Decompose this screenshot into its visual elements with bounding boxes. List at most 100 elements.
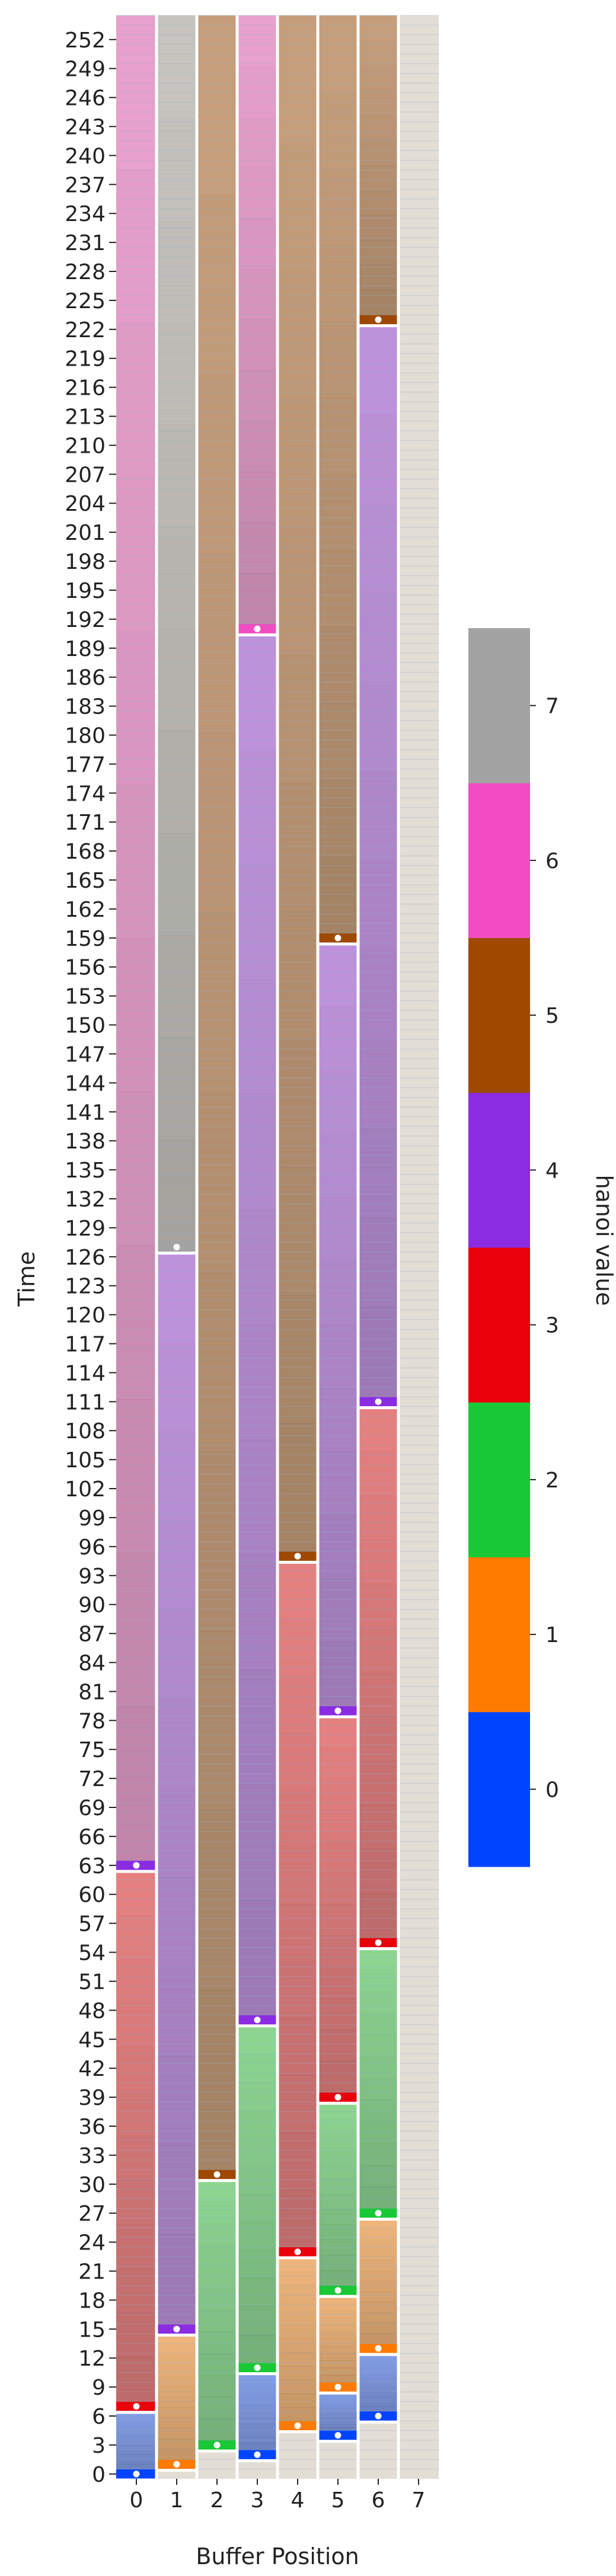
segment-shade [116,1553,157,1707]
segment-shade [157,2355,197,2366]
segment-shade [358,2270,398,2281]
segment-shade [237,218,277,270]
segment-shade [157,2417,197,2428]
y-tick-label: 108 [65,1419,106,1444]
segment-shade [318,2353,358,2361]
segment-shade [116,1092,157,1246]
segment-shade [197,553,237,734]
segment-shade [358,1849,398,1894]
segment-shade [197,2418,237,2441]
segment-shade [277,271,318,400]
change-point-dot [294,2422,301,2429]
y-tick-label: 171 [65,811,106,835]
y-tick-label: 21 [78,2260,106,2284]
segment-bg-11 [157,15,197,1243]
segment-cell-c4-v1 [277,2257,318,2421]
segment-shade [197,1810,237,1991]
segment-shade [318,2338,358,2347]
segment-shade [197,195,237,375]
segment-shade [358,1716,398,1761]
segment-shade [157,1520,197,1610]
x-tick-label: 0 [130,2488,143,2513]
y-tick-label: 153 [65,985,106,1009]
y-tick-label: 90 [78,1593,106,1618]
change-point-dot [213,2441,221,2449]
segment-shade [197,1092,237,1273]
segment-bg-43 [358,2353,398,2411]
segment-cell-c1-v1 [157,2334,197,2460]
segment-shade [318,2417,358,2421]
segment-shade [318,2224,358,2241]
y-tick-label: 135 [65,1159,106,1183]
segment-shade [157,1140,197,1243]
segment-shade [318,2427,358,2431]
y-tick-label: 18 [78,2289,106,2313]
segment-shade [237,2437,277,2444]
y-tick-label: 99 [78,1506,106,1531]
segment-shade [358,681,398,772]
segment-shade [318,1070,358,1134]
y-tick-label: 147 [65,1042,106,1067]
segment-cell-c5-v1 [318,2295,358,2382]
y-tick-label: 81 [78,1680,106,1704]
y-tick-label: 243 [65,115,106,139]
y-tick-label: 96 [78,1535,106,1560]
segment-shade [277,1167,318,1296]
segment-shade [197,1451,237,1632]
segment-shade [237,2443,277,2450]
segment-shade [157,424,197,527]
segment-shade [116,937,157,1092]
segment-shade [277,2297,318,2312]
segment-shade [197,2375,237,2397]
segment-shade [318,2060,358,2093]
segment-shade [358,140,398,166]
segment-shade [358,1991,398,2013]
colorbar-tick-label: 5 [545,1004,559,1028]
segment-shade [116,2455,157,2460]
segment-cell-c1-v4 [157,1252,197,2325]
segment-shade [116,1959,157,2003]
colorbar-tick-label: 1 [545,1623,559,1647]
y-tick-label: 237 [65,173,106,197]
segment-shade [358,1947,398,1969]
segment-shade [157,1609,197,1700]
segment-shade [237,1900,277,2016]
y-tick-label: 144 [65,1071,106,1096]
segment-shade [237,2385,277,2392]
segment-cell-c5-v0 [318,2392,358,2431]
segment-shade [197,1631,237,1811]
change-point-dot [334,2287,341,2294]
y-tick-label: 246 [65,87,106,111]
segment-shade [277,2393,318,2408]
segment-shade [116,2357,157,2402]
colorbar-swatch-1 [468,1557,530,1713]
segment-shade [318,1998,358,2030]
segment-shade [358,2392,398,2397]
segment-shade [318,321,358,398]
segment-shade [197,733,237,914]
segment-shade [237,522,277,574]
segment-shade [237,2025,277,2053]
segment-shade [358,2249,398,2260]
segment-shade [358,90,398,116]
colorbar-swatch-7 [468,628,530,783]
y-tick-label: 159 [65,927,106,951]
segment-shade [358,2377,398,2383]
y-tick-label: 111 [65,1390,106,1415]
segment-cell-c6-v1 [358,2217,398,2344]
segment-shade [277,655,318,784]
y-tick-label: 219 [65,347,106,372]
y-tick-label: 204 [65,492,106,516]
segment-shade [157,118,197,220]
y-tick-label: 33 [78,2144,106,2168]
segment-shade [157,2145,197,2235]
colorbar-swatch-0 [468,1711,530,1867]
segment-shade [318,1324,358,1388]
y-tick-label: 174 [65,782,106,806]
y-tick-label: 216 [65,376,106,401]
y-tick-label: 39 [78,2086,106,2110]
segment-shade [237,2430,277,2437]
segment-shade [237,2417,277,2425]
segment-shade [237,421,277,472]
